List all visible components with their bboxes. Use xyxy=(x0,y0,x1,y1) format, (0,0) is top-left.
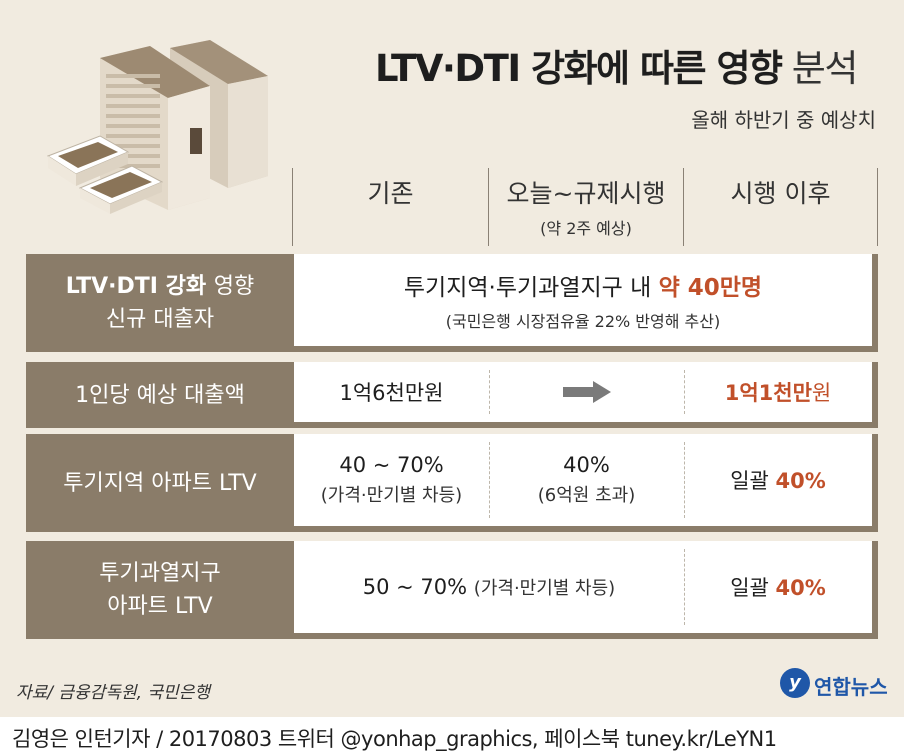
cell-divider xyxy=(684,549,685,625)
overheated-ltv-range-text: 50 ~ 70% (가격·만기별 차등) xyxy=(363,574,615,600)
speculative-ltv-after-value: 40% xyxy=(775,469,826,493)
table-row-loan-amount: 1인당 예상 대출액 1억6천만원 1억1천만원 xyxy=(26,362,878,428)
row-label-line2: 신규 대출자 xyxy=(105,307,215,332)
overheated-ltv-after-value: 40% xyxy=(775,576,826,600)
credit-bar xyxy=(0,717,904,756)
title-suffix: 분석 xyxy=(791,47,859,90)
row-label-text: 1인당 예상 대출액 xyxy=(75,382,245,408)
speculative-ltv-after-text: 일괄 40% xyxy=(730,465,826,495)
row-label-thin: 영향 xyxy=(213,274,255,299)
column-header-existing: 기존 xyxy=(367,179,414,208)
overheated-ltv-range-value: 50 ~ 70% xyxy=(362,575,468,599)
title-main: LTV·DTI 강화에 따른 영향 xyxy=(375,47,783,90)
cell-divider xyxy=(489,442,490,518)
cell-divider xyxy=(684,442,685,518)
overheated-ltv-after: 일괄 40% xyxy=(684,541,872,633)
table-row-new-borrowers: LTV·DTI 강화 영향 신규 대출자 투기지역·투기과열지구 내 약 40만… xyxy=(26,254,878,352)
source-note: 자료/ 금융감독원, 국민은행 xyxy=(16,683,210,703)
row-label-bold: LTV·DTI 강화 xyxy=(65,274,207,299)
table-row-speculative-ltv: 투기지역 아파트 LTV 40 ~ 70% (가격·만기별 차등) 40% (6… xyxy=(26,434,878,532)
row-body: 투기지역·투기과열지구 내 약 40만명 (국민은행 시장점유율 22% 반영해… xyxy=(294,254,872,346)
table-row-overheated-ltv: 투기과열지구 아파트 LTV 50 ~ 70% (가격·만기별 차등) 일괄 4… xyxy=(26,541,878,639)
column-divider xyxy=(292,168,293,246)
speculative-ltv-before-note: (가격·만기별 차등) xyxy=(320,485,463,506)
borrowers-text-main: 투기지역·투기과열지구 내 xyxy=(403,275,652,301)
row-body: 1억6천만원 1억1천만원 xyxy=(294,362,872,422)
page-title: LTV·DTI 강화에 따른 영향 분석 xyxy=(375,38,885,92)
row-label: 투기지역 아파트 LTV xyxy=(26,434,294,532)
column-divider xyxy=(877,168,878,246)
logo-text: 연합뉴스 xyxy=(814,675,888,699)
speculative-ltv-transition: 40% (6억원 초과) xyxy=(489,434,684,526)
borrowers-note: (국민은행 시장점유율 22% 반영해 추산) xyxy=(445,312,721,331)
speculative-ltv-after-prefix: 일괄 xyxy=(730,469,769,493)
overheated-ltv-after-text: 일괄 40% xyxy=(730,572,826,602)
overheated-ltv-range-note: (가격·만기별 차등) xyxy=(473,578,616,599)
row-label-line1: 투기과열지구 xyxy=(99,561,221,586)
subtitle: 올해 하반기 중 예상치 xyxy=(691,108,876,132)
speculative-ltv-before-value: 40 ~ 70% xyxy=(339,453,444,477)
column-divider xyxy=(683,168,684,246)
loan-after-amount: 1억1천만 xyxy=(724,381,812,405)
row-body: 50 ~ 70% (가격·만기별 차등) 일괄 40% xyxy=(294,541,872,633)
column-header-transition: 오늘~규제시행 xyxy=(506,179,666,208)
speculative-ltv-transition-value: 40% xyxy=(563,453,610,477)
row-label-line1: LTV·DTI 강화 영향 xyxy=(66,270,255,303)
yonhap-logo: y 연합뉴스 xyxy=(780,668,890,702)
cell-divider xyxy=(684,370,685,414)
row-label-text: 투기지역 아파트 LTV xyxy=(63,470,257,496)
loan-transition xyxy=(489,362,684,422)
row-label: LTV·DTI 강화 영향 신규 대출자 xyxy=(26,254,294,352)
loan-after-unit: 원 xyxy=(811,381,832,405)
column-header-after: 시행 이후 xyxy=(730,179,831,208)
row-label-line2: 아파트 LTV xyxy=(107,594,213,619)
borrowers-cell: 투기지역·투기과열지구 내 약 40만명 (국민은행 시장점유율 22% 반영해… xyxy=(294,254,872,346)
loan-after-value: 1억1천만원 xyxy=(725,377,832,407)
overheated-ltv-range: 50 ~ 70% (가격·만기별 차등) xyxy=(294,541,684,633)
column-header-transition-note: (약 2주 예상) xyxy=(540,219,632,238)
arrow-right-icon xyxy=(562,381,611,403)
row-label: 1인당 예상 대출액 xyxy=(26,362,294,428)
logo-emblem-icon: y xyxy=(780,668,810,698)
apartment-building-illustration xyxy=(46,40,268,214)
speculative-ltv-transition-note: (6억원 초과) xyxy=(537,485,636,506)
loan-after: 1억1천만원 xyxy=(684,362,872,422)
speculative-ltv-after: 일괄 40% xyxy=(684,434,872,526)
loan-before: 1억6천만원 xyxy=(339,381,444,405)
column-divider xyxy=(488,168,489,246)
credit-line: 김영은 인턴기자 / 20170803 트위터 @yonhap_graphics… xyxy=(12,727,777,751)
row-body: 40 ~ 70% (가격·만기별 차등) 40% (6억원 초과) 일괄 40% xyxy=(294,434,872,526)
row-label: 투기과열지구 아파트 LTV xyxy=(26,541,294,639)
speculative-ltv-before: 40 ~ 70% (가격·만기별 차등) xyxy=(294,434,489,526)
cell-divider xyxy=(489,370,490,414)
overheated-ltv-after-prefix: 일괄 xyxy=(730,576,769,600)
borrowers-text: 투기지역·투기과열지구 내 약 40만명 xyxy=(404,268,762,302)
borrowers-count: 약 40만명 xyxy=(658,275,763,301)
